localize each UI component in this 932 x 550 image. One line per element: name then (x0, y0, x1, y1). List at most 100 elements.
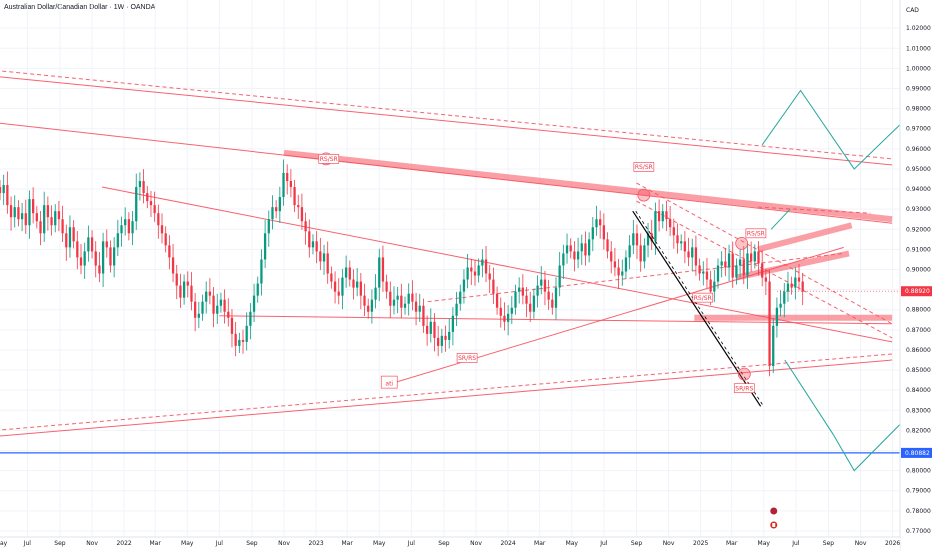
annotation-box (456, 353, 478, 363)
time-tick-label: Nov (470, 540, 482, 547)
candle (536, 285, 539, 296)
candle (363, 295, 366, 306)
candle (109, 247, 112, 266)
candle (131, 221, 134, 234)
candle (444, 335, 447, 340)
time-tick-label: Sep (246, 540, 258, 547)
candle (263, 233, 267, 260)
candle (182, 281, 186, 298)
candle (672, 227, 675, 236)
candle (352, 279, 355, 288)
candle (761, 263, 764, 278)
candle (322, 253, 326, 262)
candle (547, 291, 550, 300)
candle (116, 233, 119, 248)
candle (98, 265, 101, 274)
projection-path-lower (784, 359, 901, 472)
candle (499, 307, 502, 316)
candle (278, 197, 281, 212)
resistance-zone (757, 222, 853, 253)
time-tick-label: 2024 (500, 540, 515, 547)
projection-up-path (770, 208, 791, 230)
candle (746, 253, 749, 276)
candle (157, 213, 160, 226)
candle (389, 291, 392, 306)
annotation-label: RS/SR (747, 231, 765, 238)
time-tick-label: Nov (855, 540, 867, 547)
candle (437, 337, 440, 346)
candle (584, 243, 587, 256)
candle (186, 281, 189, 286)
candle (753, 251, 756, 262)
price-tick-label: 1.02000 (906, 25, 931, 32)
candle (282, 172, 285, 198)
candle (735, 265, 738, 278)
candle (252, 295, 256, 312)
price-tick-label: 0.90000 (906, 267, 931, 274)
candle (794, 277, 797, 288)
candle (326, 253, 329, 274)
candle (797, 277, 801, 282)
event-flag-icon[interactable] (769, 506, 779, 516)
price-tick-label: 0.77000 (906, 528, 931, 535)
candle (79, 257, 83, 266)
candle (694, 247, 698, 266)
candle (90, 237, 94, 252)
time-tick-label: Mar (342, 540, 354, 547)
event-flag-icon-center (772, 523, 776, 527)
candle (138, 181, 142, 188)
candle (709, 279, 712, 292)
candle (359, 281, 362, 296)
candle (378, 257, 381, 288)
candle (720, 261, 723, 266)
time-tick-label: May (566, 540, 579, 547)
candle (293, 187, 296, 206)
time-tick-label: Sep (823, 540, 835, 547)
candle (422, 305, 425, 326)
candle (72, 227, 75, 242)
candle (621, 271, 624, 276)
candle (569, 245, 572, 252)
candle (488, 273, 491, 280)
candle (790, 283, 793, 288)
candle (610, 251, 613, 262)
candle (783, 291, 786, 304)
candle (503, 315, 506, 322)
candle (367, 305, 370, 312)
price-tick-label: 0.91000 (906, 246, 931, 253)
currency-label: CAD (906, 7, 919, 14)
candle (101, 241, 105, 274)
candle (370, 299, 374, 312)
candle (135, 187, 138, 222)
candle (190, 285, 193, 302)
candle (683, 241, 687, 252)
candle (473, 271, 477, 276)
support-price-tag (901, 447, 932, 458)
candle (521, 287, 524, 296)
candle (687, 251, 690, 258)
time-tick-label: Sep (631, 540, 643, 547)
candle (396, 295, 399, 300)
candle (576, 251, 580, 260)
candle (727, 253, 731, 268)
candle (31, 199, 35, 214)
candle (392, 299, 396, 306)
candle (764, 277, 768, 282)
projection-path-upper (761, 89, 901, 170)
price-tick-label: 0.87000 (906, 327, 931, 334)
candle (448, 331, 451, 340)
candle (87, 237, 90, 252)
candle (562, 253, 565, 266)
candle (234, 333, 237, 346)
candle (518, 287, 521, 292)
price-tick-label: 1.00000 (906, 65, 931, 72)
candle (705, 271, 709, 280)
candle (573, 251, 576, 260)
candle (65, 233, 68, 248)
price-tick-label: 0.96000 (906, 146, 931, 153)
time-axis (0, 537, 900, 550)
time-tick-label: Jul (23, 540, 32, 547)
time-tick-label: Mar (150, 540, 162, 547)
candle (477, 265, 480, 276)
